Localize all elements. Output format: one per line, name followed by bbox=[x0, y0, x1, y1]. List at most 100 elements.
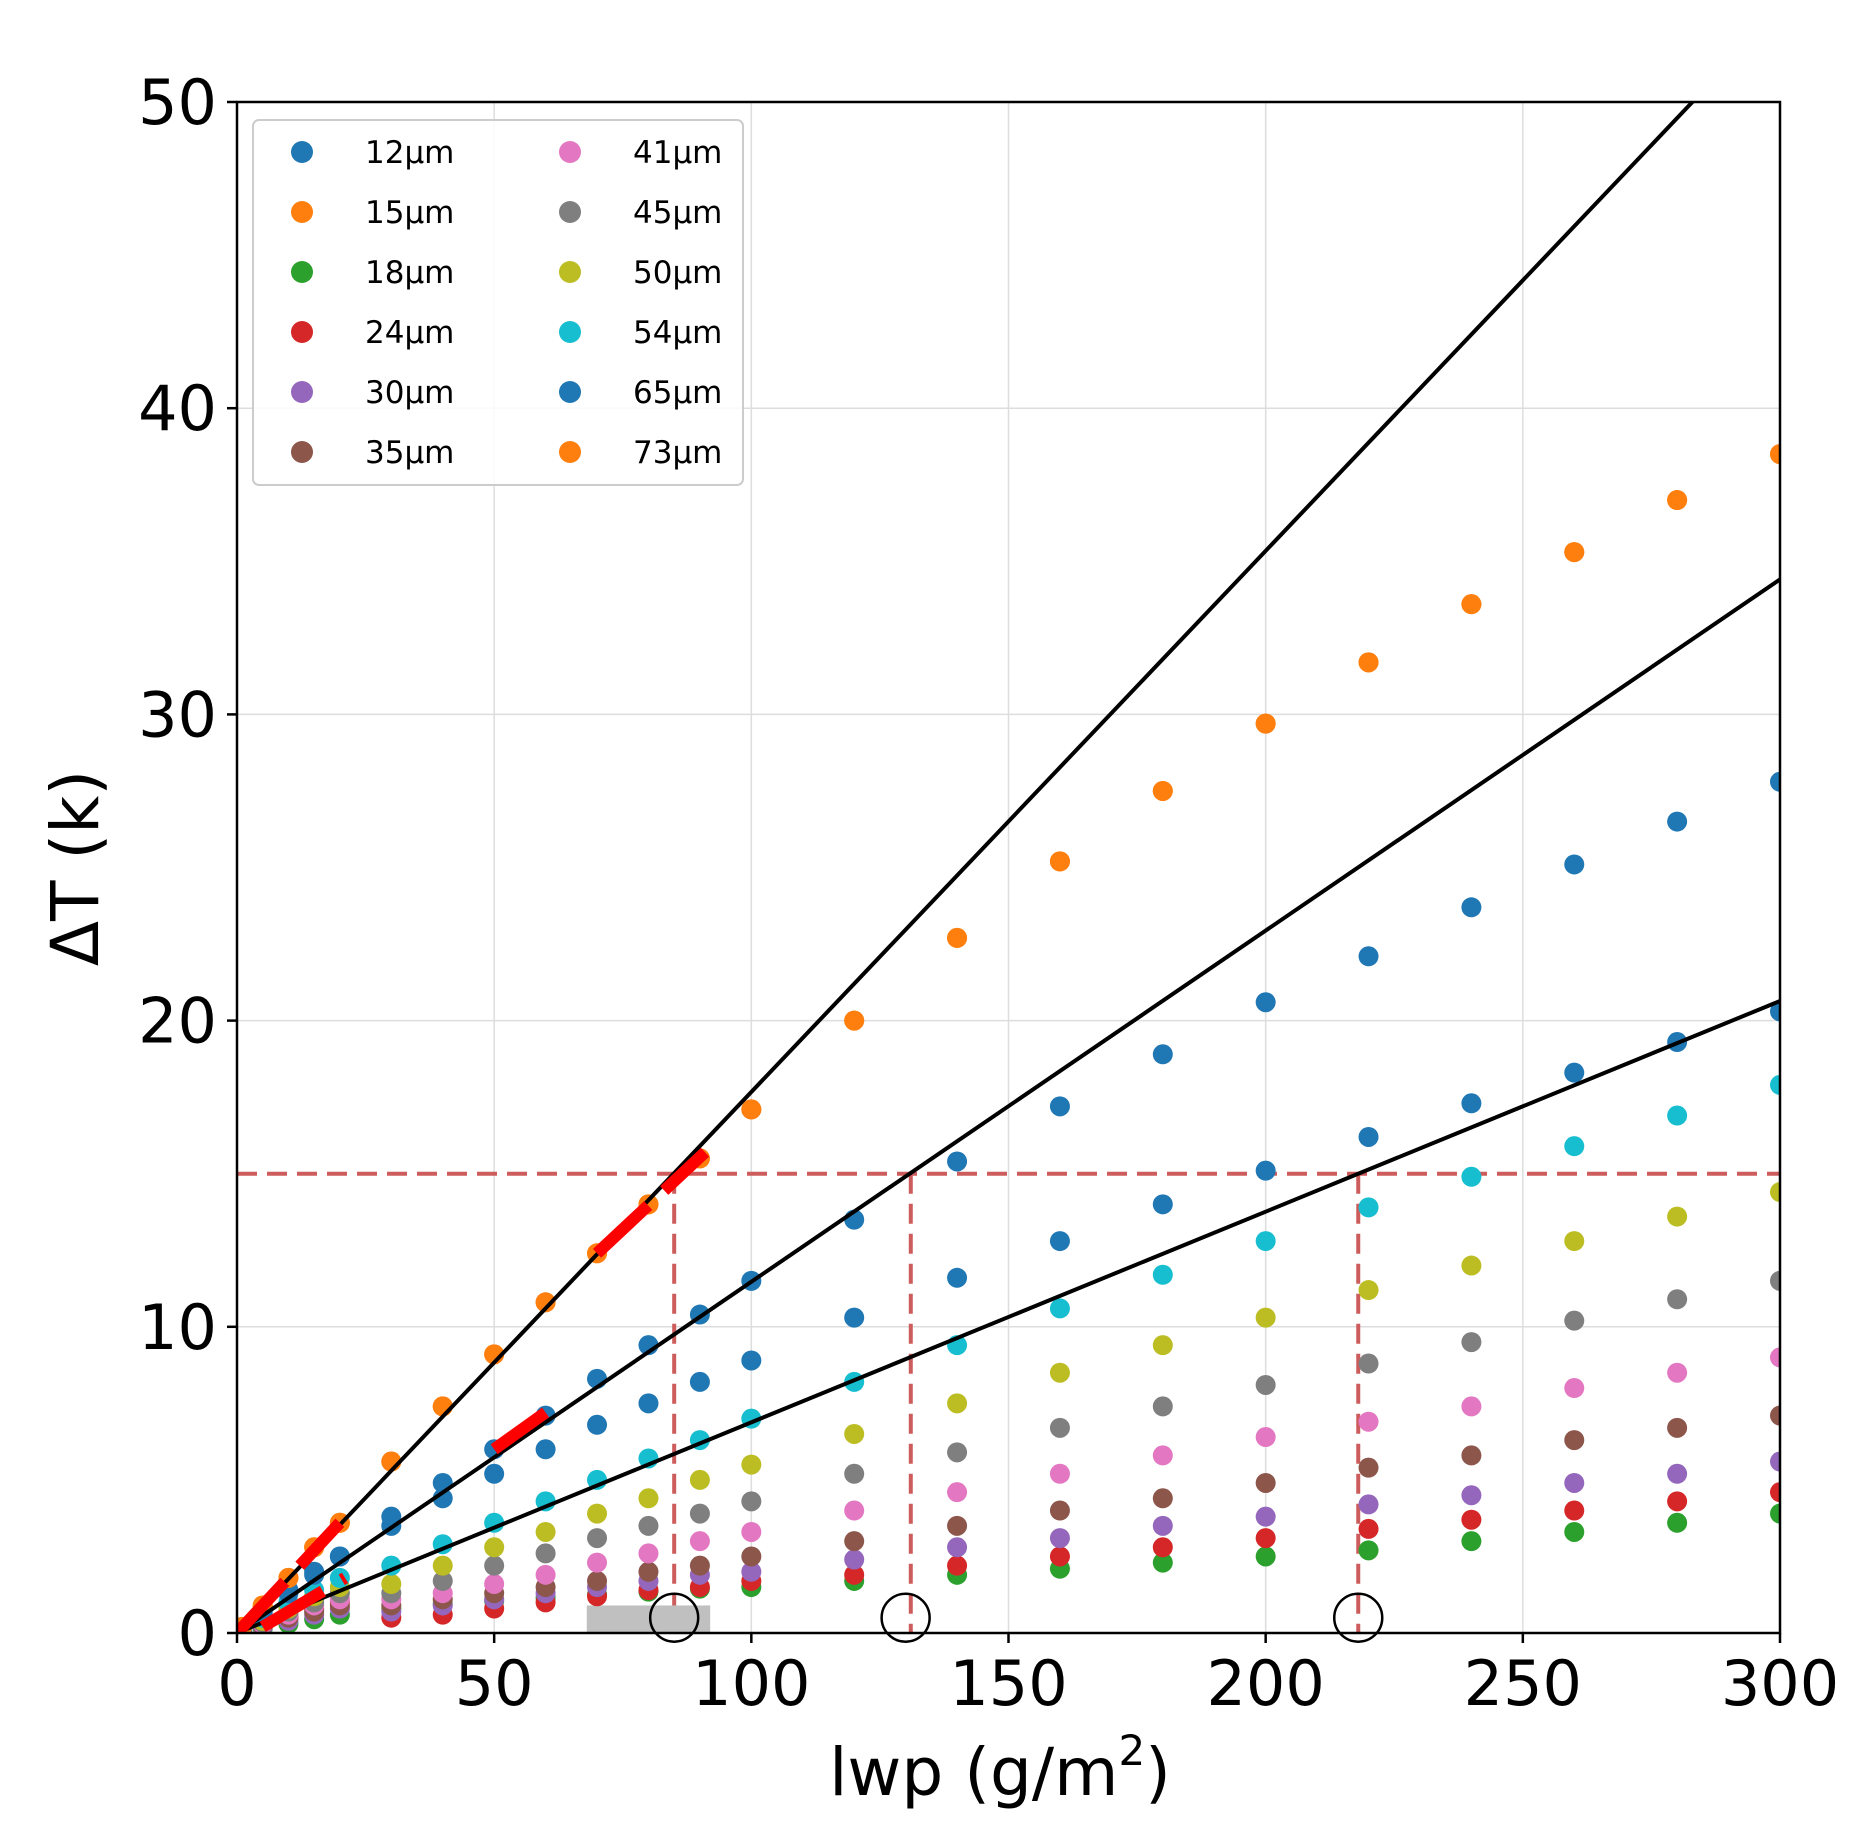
data-point bbox=[1152, 1264, 1173, 1285]
legend-label: 65μm bbox=[633, 375, 722, 411]
data-point bbox=[1770, 1074, 1780, 1095]
data-point bbox=[1667, 1362, 1688, 1383]
legend-item: 24μm bbox=[291, 315, 454, 351]
data-point bbox=[1152, 1335, 1173, 1356]
legend-marker bbox=[291, 141, 313, 163]
data-point bbox=[947, 1515, 968, 1536]
data-point bbox=[1358, 1411, 1379, 1432]
red-segment bbox=[237, 1518, 345, 1633]
data-point bbox=[1564, 1231, 1585, 1252]
x-axis-label-close: ) bbox=[1145, 1734, 1171, 1811]
data-point bbox=[1358, 652, 1379, 673]
data-point bbox=[1358, 1280, 1379, 1301]
legend-label: 30μm bbox=[365, 375, 454, 411]
data-point bbox=[1358, 1457, 1379, 1478]
data-point bbox=[1564, 542, 1585, 563]
legend-item: 30μm bbox=[291, 375, 454, 411]
legend-label: 54μm bbox=[633, 315, 722, 351]
data-point bbox=[1049, 851, 1070, 872]
data-point bbox=[638, 1488, 659, 1509]
legend-item: 50μm bbox=[559, 255, 722, 291]
data-point bbox=[1255, 1506, 1276, 1527]
legend-marker bbox=[559, 261, 581, 283]
legend-marker bbox=[291, 381, 313, 403]
data-point bbox=[587, 1570, 608, 1591]
data-point bbox=[587, 1414, 608, 1435]
legend-label: 35μm bbox=[365, 435, 454, 471]
data-point bbox=[1049, 1362, 1070, 1383]
data-point bbox=[638, 1561, 659, 1582]
data-point bbox=[1667, 490, 1688, 511]
data-point bbox=[1461, 1445, 1482, 1466]
data-point bbox=[844, 1500, 865, 1521]
y-tick-label: 10 bbox=[138, 1291, 217, 1364]
data-point bbox=[1770, 1001, 1780, 1022]
data-point bbox=[844, 1463, 865, 1484]
data-point bbox=[484, 1574, 505, 1595]
legend-item: 73μm bbox=[559, 435, 722, 471]
data-point bbox=[844, 1549, 865, 1570]
data-point bbox=[1461, 594, 1482, 615]
data-point bbox=[741, 1350, 762, 1371]
red-segment bbox=[490, 1407, 550, 1455]
legend-label: 18μm bbox=[365, 255, 454, 291]
data-point bbox=[1358, 946, 1379, 967]
data-point bbox=[1770, 771, 1780, 792]
y-tick-label: 30 bbox=[138, 678, 217, 751]
legend-label: 15μm bbox=[365, 195, 454, 231]
data-point bbox=[1152, 1488, 1173, 1509]
marker-circle bbox=[880, 1592, 931, 1643]
data-point bbox=[1770, 1347, 1780, 1368]
data-point bbox=[947, 1267, 968, 1288]
data-point bbox=[535, 1521, 556, 1542]
data-point bbox=[1667, 1206, 1688, 1227]
marker-circle bbox=[1332, 1592, 1384, 1643]
legend-item: 35μm bbox=[291, 435, 454, 471]
x-tick-label: 50 bbox=[455, 1647, 534, 1720]
data-point bbox=[741, 1546, 762, 1567]
data-point bbox=[1564, 1062, 1585, 1083]
data-point bbox=[1667, 1289, 1688, 1310]
legend-item: 12μm bbox=[291, 135, 454, 171]
legend-marker bbox=[291, 201, 313, 223]
data-point bbox=[381, 1574, 402, 1595]
data-point bbox=[741, 1099, 762, 1120]
data-point bbox=[1667, 811, 1688, 832]
data-point bbox=[1770, 1451, 1780, 1472]
x-tick-label: 250 bbox=[1464, 1647, 1582, 1720]
data-point bbox=[1255, 1472, 1276, 1493]
data-point bbox=[484, 1555, 505, 1576]
data-point bbox=[1667, 1491, 1688, 1512]
legend-item: 18μm bbox=[291, 255, 454, 291]
data-point bbox=[1049, 1528, 1070, 1549]
legend-marker bbox=[291, 441, 313, 463]
data-point bbox=[535, 1292, 556, 1313]
gray-bar bbox=[586, 1605, 711, 1633]
data-point bbox=[1358, 1540, 1379, 1561]
data-point bbox=[432, 1555, 453, 1576]
data-point bbox=[1461, 1509, 1482, 1530]
plot-area bbox=[237, 102, 1780, 1643]
y-tick-label: 0 bbox=[178, 1597, 217, 1670]
data-point bbox=[1049, 1500, 1070, 1521]
data-point bbox=[432, 1570, 453, 1591]
data-point bbox=[844, 1010, 865, 1031]
data-point bbox=[1461, 897, 1482, 918]
data-point bbox=[587, 1503, 608, 1524]
data-point bbox=[1770, 1182, 1780, 1203]
x-tick-label: 150 bbox=[949, 1647, 1067, 1720]
legend-label: 12μm bbox=[365, 135, 454, 171]
data-point bbox=[1255, 1307, 1276, 1328]
data-point bbox=[1358, 1494, 1379, 1515]
legend-box bbox=[252, 119, 744, 486]
data-point bbox=[1770, 444, 1780, 465]
fit-line bbox=[237, 102, 1696, 1633]
data-point bbox=[844, 1307, 865, 1328]
data-point bbox=[1049, 1546, 1070, 1567]
data-point bbox=[1770, 1405, 1780, 1426]
data-point bbox=[844, 1564, 865, 1585]
data-point bbox=[1152, 1515, 1173, 1536]
data-point bbox=[1152, 1537, 1173, 1558]
data-point bbox=[1564, 1136, 1585, 1157]
legend-marker bbox=[559, 201, 581, 223]
